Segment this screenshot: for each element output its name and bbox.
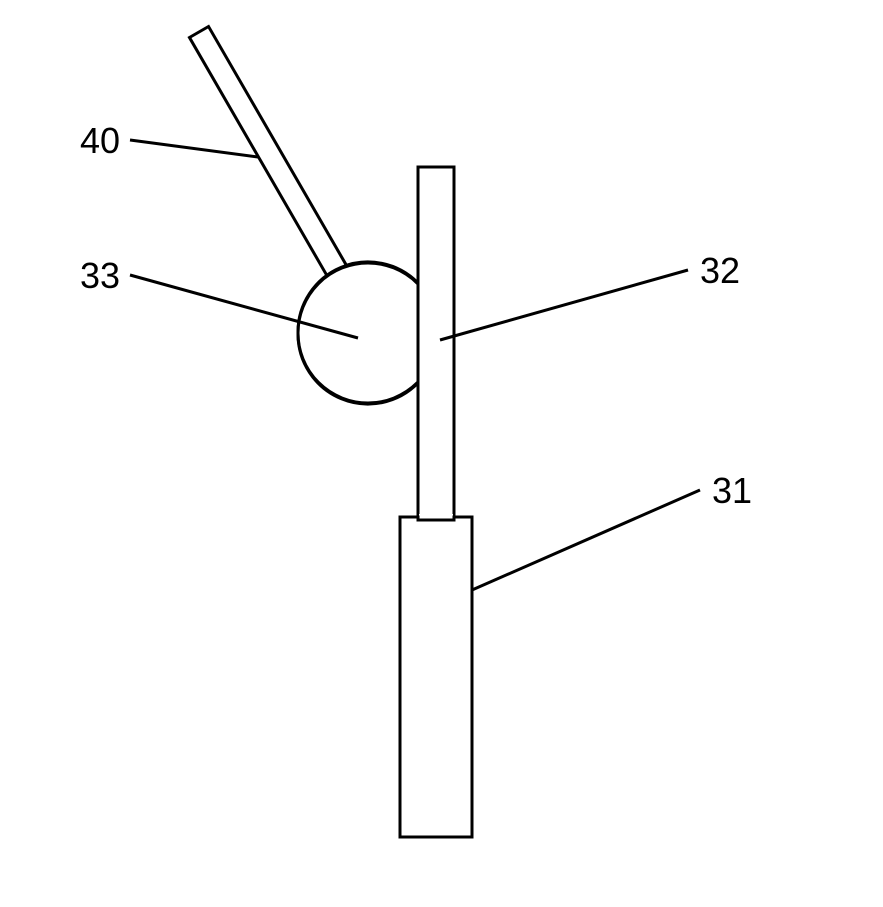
label-rod: 40 (80, 120, 120, 162)
technical-diagram (0, 0, 883, 907)
leader-line-rod (130, 140, 258, 157)
label-ball: 33 (80, 255, 120, 297)
label-upper-shaft: 32 (700, 250, 740, 292)
leader-line-lower-shaft (472, 490, 700, 590)
upper-shaft-part (418, 167, 454, 517)
rod-part (189, 27, 348, 280)
lower-shaft-part (400, 517, 472, 837)
label-lower-shaft: 31 (712, 470, 752, 512)
leader-line-upper-shaft (440, 270, 688, 340)
